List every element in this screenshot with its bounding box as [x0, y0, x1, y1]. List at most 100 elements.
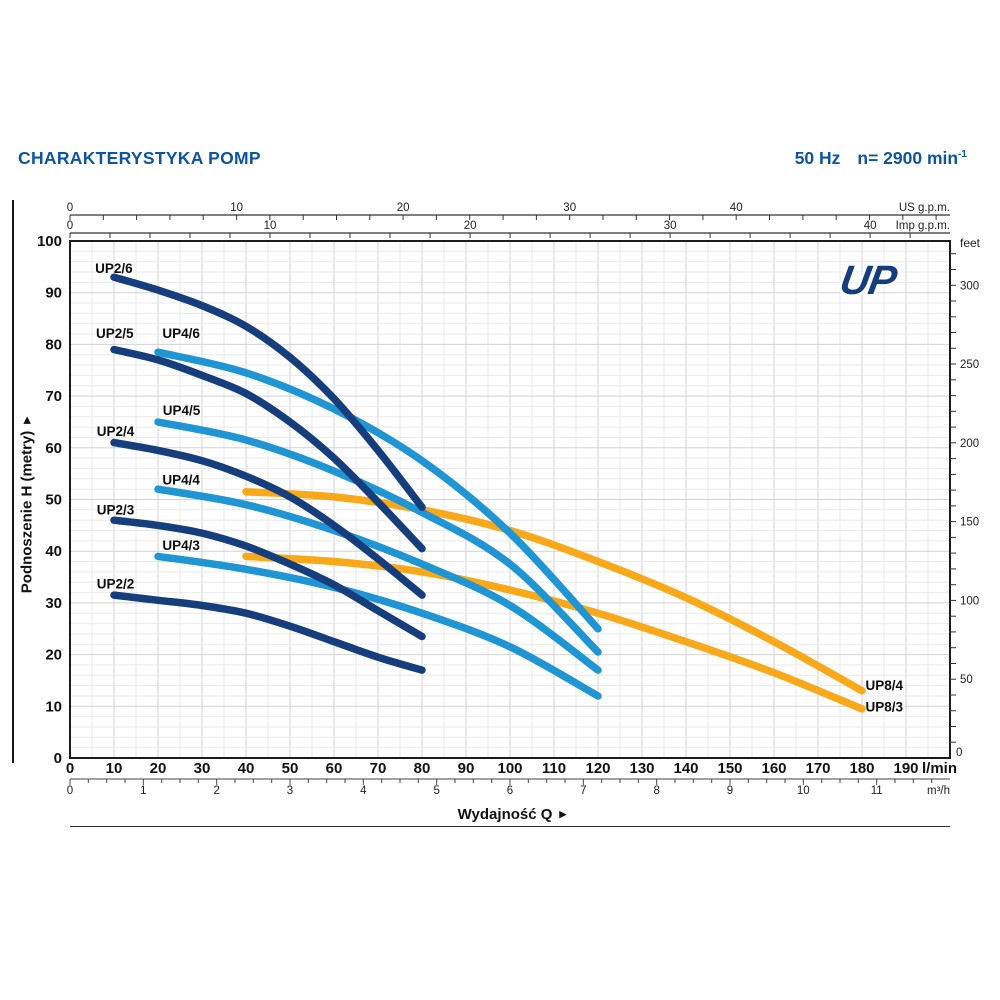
curve-label-UP2/2: UP2/2 [97, 576, 135, 591]
curve-UP2/5 [110, 345, 426, 553]
m3h-unit-label: m³/h [927, 785, 950, 797]
pump-curves [110, 273, 866, 713]
lmin-tick-label: 120 [585, 760, 610, 777]
meters-tick-label: 50 [45, 492, 62, 509]
brand-logo-text: UP [836, 257, 900, 303]
axis-feet: 0 50 100 150 200 250 300 feet [950, 236, 981, 759]
curve-label-UP8/4: UP8/4 [866, 678, 904, 693]
curve-label-UP4/4: UP4/4 [162, 473, 200, 488]
imp-gpm-tick-label: 30 [664, 220, 677, 232]
us-gpm-tick-label: 20 [397, 202, 410, 214]
lmin-tick-label: 100 [497, 760, 522, 777]
imp-gpm-tick-label: 0 [67, 220, 73, 232]
m3h-tick-label: 4 [360, 785, 367, 797]
curve-UP2/6 [110, 273, 426, 512]
curve-label-UP4/6: UP4/6 [162, 326, 200, 341]
x-axis-underline [70, 826, 950, 827]
lmin-tick-label: 0 [66, 760, 74, 777]
curve-UP2/4 [110, 438, 426, 599]
us-gpm-tick-label: 30 [563, 202, 576, 214]
y-axis-title-text: Podnoszenie H (metry) [18, 430, 36, 594]
feet-tick-label: 250 [960, 359, 979, 371]
x-axis-title: Wydajność Q ▶ [458, 806, 567, 823]
m3h-tick-label: 10 [797, 785, 810, 797]
lmin-tick-label: 190 [893, 760, 918, 777]
lmin-tick-label: 40 [238, 760, 255, 777]
lmin-tick-label: 130 [629, 760, 654, 777]
y-axis-arrow-icon: ▶ [21, 416, 32, 424]
axis-m3h: 0 1 2 3 4 5 6 7 8 9 10 11 m³/h [67, 778, 950, 797]
speed-value: n= 2900 min [857, 148, 959, 168]
meters-tick-label: 30 [45, 595, 62, 612]
feet-tick-label: 150 [960, 517, 979, 529]
curve-label-UP2/4: UP2/4 [97, 424, 135, 439]
meters-tick-label: 10 [45, 698, 62, 715]
m3h-tick-label: 6 [507, 785, 513, 797]
curve-UP4/3 [154, 552, 602, 700]
lmin-tick-label: 80 [414, 760, 431, 777]
m3h-tick-label: 8 [653, 785, 659, 797]
lmin-tick-label: 110 [542, 760, 566, 777]
curve-label-UP8/3: UP8/3 [866, 700, 904, 715]
meters-tick-label: 60 [45, 440, 62, 457]
feet-tick-label: 200 [960, 438, 979, 450]
lmin-tick-label: 170 [805, 760, 830, 777]
lmin-tick-label: 70 [370, 760, 387, 777]
frequency-speed-label: 50 Hz n= 2900 min-1 [795, 148, 967, 169]
curve-UP2/3 [110, 516, 426, 641]
curve-label-UP2/3: UP2/3 [97, 503, 135, 518]
lmin-tick-label: 30 [194, 760, 211, 777]
lmin-tick-label: 50 [282, 760, 299, 777]
curve-UP4/5 [154, 418, 602, 656]
lmin-tick-label: 180 [849, 760, 874, 777]
curve-labels: UP2/6 UP2/5 UP2/4 UP2/3 UP2/2 UP4/6 UP4/5 UP4/4… [95, 261, 903, 714]
curve-UP4/4 [154, 485, 602, 674]
meters-tick-label: 80 [45, 336, 62, 353]
lmin-tick-label: 60 [326, 760, 343, 777]
y-axis-title: Podnoszenie H (metry) ▶ [19, 417, 36, 593]
meters-tick-label: 100 [37, 233, 62, 250]
brand-logo: UP [834, 255, 903, 306]
lmin-tick-label: 10 [106, 760, 123, 777]
axis-meters: 0 10 20 30 40 50 60 70 80 90 100 [37, 233, 62, 767]
m3h-tick-label: 0 [67, 785, 73, 797]
meters-tick-label: 70 [45, 388, 62, 405]
us-gpm-tick-label: 40 [730, 202, 743, 214]
feet-tick-label: 50 [960, 674, 973, 686]
curve-UP2/2 [110, 591, 426, 674]
us-gpm-tick-label: 10 [230, 202, 243, 214]
page-title: CHARAKTERYSTYKA POMP [18, 148, 261, 168]
curve-UP4/6 [154, 348, 602, 633]
imp-gpm-unit-label: Imp g.p.m. [896, 220, 950, 232]
imp-gpm-tick-label: 40 [864, 220, 877, 232]
feet-tick-label: 100 [960, 595, 979, 607]
curve-label-UP4/3: UP4/3 [162, 538, 200, 553]
meters-tick-label: 40 [45, 543, 62, 560]
lmin-tick-label: 140 [673, 760, 698, 777]
imp-gpm-tick-label: 10 [264, 220, 277, 232]
m3h-tick-label: 11 [871, 785, 883, 797]
plot-border [69, 240, 951, 759]
left-border-rule [12, 200, 14, 763]
axis-us-gpm: 0 10 20 30 40 US g.p.m. [67, 202, 950, 220]
feet-tick-label: 300 [960, 280, 979, 292]
frequency-value: 50 Hz [794, 148, 841, 168]
lmin-tick-label: 160 [761, 760, 786, 777]
feet-tick-label: 0 [956, 747, 962, 759]
lmin-tick-label: 90 [458, 760, 475, 777]
m3h-tick-label: 3 [287, 785, 293, 797]
curve-label-UP2/6: UP2/6 [95, 261, 133, 276]
axis-lmin: 0 10 20 30 40 50 60 70 80 90 100 110 120 130 140 150 160… [66, 760, 957, 777]
meters-tick-label: 90 [45, 285, 62, 302]
m3h-tick-label: 9 [727, 785, 733, 797]
meters-tick-label: 0 [54, 750, 62, 767]
lmin-tick-label: 20 [150, 760, 167, 777]
curve-UP8/4 [242, 487, 866, 695]
x-axis-arrow-icon: ▶ [559, 809, 567, 819]
m3h-tick-label: 2 [213, 785, 219, 797]
lmin-tick-label: 150 [717, 760, 742, 777]
feet-unit-label: feet [960, 236, 981, 250]
meters-tick-label: 20 [45, 647, 62, 664]
us-gpm-tick-label: 0 [67, 202, 73, 214]
